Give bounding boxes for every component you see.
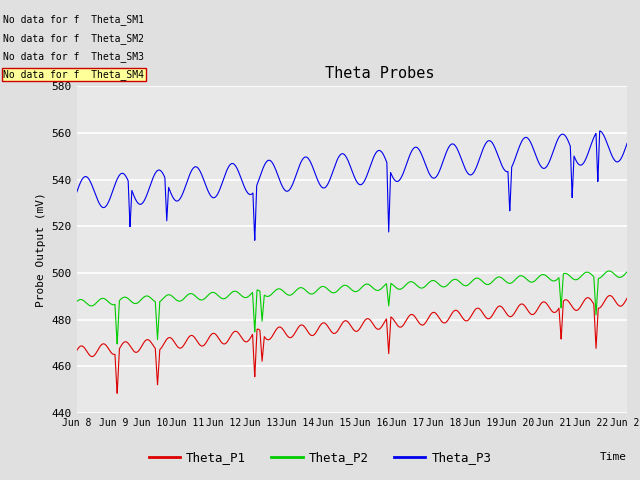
Text: No data for f  Theta_SM2: No data for f Theta_SM2	[3, 33, 144, 44]
Text: No data for f  Theta_SM1: No data for f Theta_SM1	[3, 14, 144, 25]
Legend: Theta_P1, Theta_P2, Theta_P3: Theta_P1, Theta_P2, Theta_P3	[144, 446, 496, 469]
X-axis label: Time: Time	[600, 452, 627, 462]
Title: Theta Probes: Theta Probes	[324, 66, 435, 81]
Text: No data for f  Theta_SM4: No data for f Theta_SM4	[3, 69, 144, 80]
Text: No data for f  Theta_SM3: No data for f Theta_SM3	[3, 51, 144, 62]
Y-axis label: Probe Output (mV): Probe Output (mV)	[36, 192, 46, 307]
